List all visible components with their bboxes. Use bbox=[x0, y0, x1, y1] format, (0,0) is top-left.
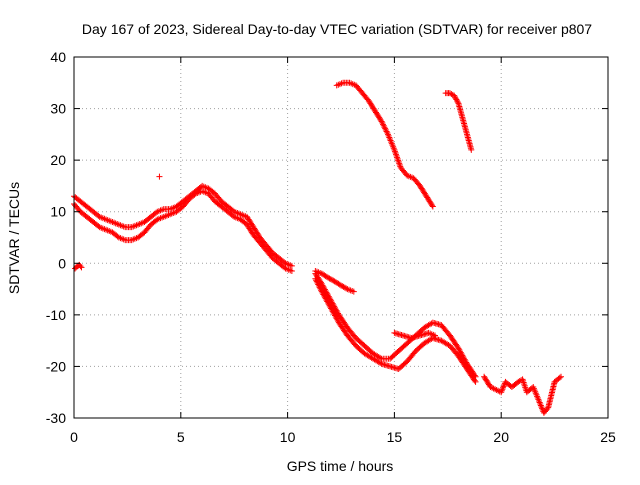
data-point bbox=[537, 401, 544, 408]
series-late-cluster bbox=[481, 373, 565, 416]
data-point bbox=[327, 276, 334, 283]
data-point bbox=[383, 128, 390, 135]
data-point bbox=[381, 124, 388, 131]
data-point bbox=[288, 268, 295, 275]
x-tick-label: 5 bbox=[177, 429, 185, 445]
data-point bbox=[326, 275, 333, 282]
data-point bbox=[156, 173, 163, 180]
data-point bbox=[499, 386, 506, 393]
data-point bbox=[451, 92, 458, 99]
y-tick-label: 30 bbox=[50, 101, 66, 117]
data-point bbox=[379, 119, 386, 126]
data-point bbox=[452, 95, 459, 102]
grid-lines bbox=[74, 57, 608, 418]
data-points bbox=[71, 79, 565, 416]
data-point bbox=[472, 378, 479, 385]
data-point bbox=[77, 263, 84, 270]
y-tick-label: 0 bbox=[58, 255, 66, 271]
x-tick-label: 25 bbox=[600, 429, 616, 445]
data-point bbox=[429, 203, 436, 210]
series-right-short bbox=[391, 329, 438, 342]
data-point bbox=[500, 384, 507, 391]
series-main-upper bbox=[71, 182, 295, 269]
data-point bbox=[429, 202, 436, 209]
y-tick-label: -20 bbox=[46, 358, 66, 374]
data-point bbox=[453, 96, 460, 103]
data-point bbox=[538, 403, 545, 410]
data-point bbox=[315, 281, 322, 288]
data-point bbox=[377, 359, 384, 366]
data-point bbox=[380, 122, 387, 129]
y-tick-label: 10 bbox=[50, 204, 66, 220]
y-tick-label: 40 bbox=[50, 49, 66, 65]
data-point bbox=[382, 127, 389, 134]
data-point bbox=[454, 97, 461, 104]
data-point bbox=[544, 405, 551, 412]
data-point bbox=[451, 93, 458, 100]
data-point bbox=[316, 284, 323, 291]
data-point bbox=[384, 129, 391, 136]
data-point bbox=[500, 383, 507, 390]
data-point bbox=[339, 283, 346, 290]
x-tick-label: 20 bbox=[493, 429, 509, 445]
chart-title: Day 167 of 2023, Sidereal Day-to-day VTE… bbox=[82, 21, 592, 37]
x-tick-label: 15 bbox=[387, 429, 403, 445]
y-tick-label: -10 bbox=[46, 307, 66, 323]
data-point bbox=[454, 99, 461, 106]
series-mid-short bbox=[312, 268, 357, 295]
series-upper-arc-b bbox=[442, 90, 475, 153]
data-point bbox=[314, 280, 321, 287]
data-point bbox=[558, 373, 565, 380]
series-outlier bbox=[156, 173, 163, 180]
data-point bbox=[318, 287, 325, 294]
x-tick-label: 10 bbox=[280, 429, 296, 445]
data-point bbox=[338, 282, 344, 289]
data-point bbox=[556, 374, 563, 381]
data-point bbox=[382, 125, 389, 132]
data-point bbox=[431, 332, 438, 339]
data-point bbox=[378, 118, 385, 125]
y-tick-label: 20 bbox=[50, 152, 66, 168]
data-point bbox=[78, 264, 85, 271]
x-tick-label: 0 bbox=[70, 429, 78, 445]
data-point bbox=[313, 277, 320, 284]
y-tick-label: -30 bbox=[46, 410, 66, 426]
data-point bbox=[317, 285, 324, 292]
data-point bbox=[537, 402, 544, 409]
data-point bbox=[325, 274, 332, 281]
data-point bbox=[468, 146, 475, 153]
series-upper-arc-a bbox=[333, 79, 436, 210]
data-point bbox=[313, 278, 320, 285]
axes: 0 5 10 15 20 25 -30 -20 -10 0 10 20 30 40 bbox=[46, 49, 616, 445]
data-point bbox=[539, 405, 546, 412]
data-point bbox=[329, 276, 336, 283]
data-point bbox=[343, 285, 350, 292]
data-point bbox=[315, 282, 322, 289]
y-axis-label: SDTVAR / TECUs bbox=[6, 182, 22, 294]
data-point bbox=[498, 387, 505, 394]
data-point bbox=[350, 288, 357, 295]
data-point bbox=[340, 283, 347, 290]
series-main-lower bbox=[71, 188, 295, 275]
x-axis-label: GPS time / hours bbox=[287, 458, 394, 474]
data-point bbox=[377, 354, 384, 361]
data-point bbox=[471, 377, 478, 384]
plot-frame bbox=[73, 56, 609, 419]
data-point bbox=[288, 262, 295, 269]
data-point bbox=[312, 275, 319, 282]
series-early-segment bbox=[72, 261, 85, 272]
series-decline-b bbox=[312, 275, 479, 385]
data-point bbox=[341, 284, 348, 291]
data-point bbox=[498, 389, 505, 396]
data-point bbox=[536, 399, 543, 406]
series-decline-a bbox=[312, 270, 479, 380]
data-point bbox=[380, 121, 387, 128]
